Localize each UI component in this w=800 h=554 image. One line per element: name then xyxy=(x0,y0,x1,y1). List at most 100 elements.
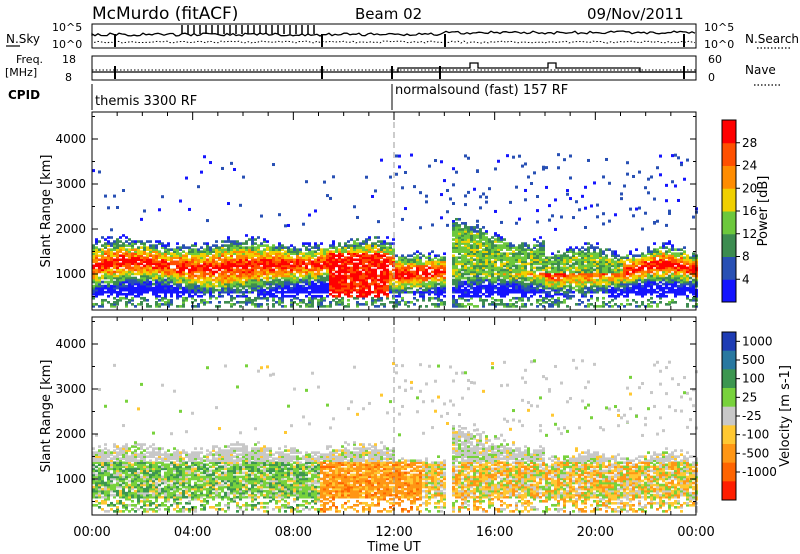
heatmap-cell xyxy=(626,258,629,262)
heatmap-cell xyxy=(626,303,629,306)
heatmap-cell xyxy=(239,284,242,288)
heatmap-cell xyxy=(212,294,215,298)
heatmap-cell xyxy=(251,303,254,306)
heatmap-cell xyxy=(665,260,668,264)
heatmap-cell xyxy=(506,276,509,280)
heatmap-cell xyxy=(317,256,320,260)
heatmap-cell xyxy=(584,282,587,286)
heatmap-cell xyxy=(566,296,569,300)
heatmap-cell xyxy=(170,262,173,266)
heatmap-cell xyxy=(314,258,317,262)
heatmap-cell xyxy=(338,282,341,286)
heatmap-cell xyxy=(311,268,314,272)
heatmap-cell xyxy=(566,280,569,284)
heatmap-cell xyxy=(296,258,299,262)
heatmap-cell xyxy=(500,288,503,292)
heatmap-cell xyxy=(503,303,506,306)
heatmap-cell xyxy=(554,258,557,262)
heatmap-cell xyxy=(164,290,167,294)
heatmap-cell xyxy=(548,258,551,262)
heatmap-cell xyxy=(638,286,641,290)
heatmap-cell xyxy=(272,286,275,290)
heatmap-cell xyxy=(527,282,530,286)
heatmap-cell xyxy=(533,290,536,294)
heatmap-cell xyxy=(134,290,137,294)
heatmap-cell xyxy=(506,268,509,272)
heatmap-cell xyxy=(674,284,677,288)
heatmap-cell xyxy=(536,256,539,260)
heatmap-cell xyxy=(488,238,491,241)
heatmap-cell xyxy=(353,282,356,286)
heatmap-cell xyxy=(398,294,401,298)
heatmap-cell xyxy=(590,290,593,294)
heatmap-cell xyxy=(635,264,638,268)
heatmap-cell xyxy=(497,276,500,280)
heatmap-cell xyxy=(296,268,299,272)
heatmap-cell xyxy=(377,292,380,296)
heatmap-cell xyxy=(614,282,617,286)
heatmap-cell xyxy=(467,244,470,247)
heatmap-cell xyxy=(479,244,482,247)
heatmap-cell xyxy=(524,256,527,260)
heatmap-cell xyxy=(92,270,95,274)
heatmap-cell xyxy=(113,288,116,292)
heatmap-cell xyxy=(395,280,398,284)
heatmap-cell xyxy=(338,292,341,296)
heatmap-cell xyxy=(632,282,635,286)
heatmap-cell xyxy=(311,280,314,284)
heatmap-cell xyxy=(662,264,665,268)
heatmap-cell xyxy=(272,274,275,278)
heatmap-cell xyxy=(653,272,656,276)
heatmap-cell xyxy=(461,280,464,284)
heatmap-cell xyxy=(443,262,446,266)
heatmap-cell xyxy=(530,248,533,251)
heatmap-cell xyxy=(362,288,365,292)
heatmap-cell xyxy=(170,252,173,256)
heatmap-cell xyxy=(557,166,560,170)
heatmap-cell xyxy=(155,280,158,284)
heatmap-cell xyxy=(593,252,596,256)
heatmap-cell xyxy=(149,254,152,258)
heatmap-cell xyxy=(113,305,116,308)
heatmap-cell xyxy=(257,296,260,300)
heatmap-cell xyxy=(542,278,545,282)
heatmap-cell xyxy=(671,280,674,284)
heatmap-cell xyxy=(92,246,95,249)
heatmap-cell xyxy=(506,262,509,266)
heatmap-cell xyxy=(491,236,494,239)
heatmap-cell xyxy=(452,248,455,251)
heatmap-cell xyxy=(206,254,209,258)
heatmap-cell xyxy=(587,250,590,253)
heatmap-cell xyxy=(182,274,185,278)
heatmap-cell xyxy=(143,268,146,272)
heatmap-cell xyxy=(308,260,311,264)
heatmap-cell xyxy=(254,288,257,292)
heatmap-cell xyxy=(398,256,401,260)
heatmap-cell xyxy=(644,286,647,290)
heatmap-cell xyxy=(266,248,269,251)
heatmap-cell xyxy=(251,288,254,292)
heatmap-cell xyxy=(539,298,542,302)
heatmap-cell xyxy=(455,244,458,247)
heatmap-cell xyxy=(173,252,176,256)
heatmap-cell xyxy=(110,252,113,256)
heatmap-cell xyxy=(104,272,107,276)
heatmap-cell xyxy=(383,272,386,276)
heatmap-cell xyxy=(335,301,338,304)
heatmap-cell xyxy=(512,270,515,274)
heatmap-cell xyxy=(227,252,230,256)
heatmap-cell xyxy=(485,195,488,199)
heatmap-cell xyxy=(434,296,437,300)
heatmap-cell xyxy=(101,274,104,278)
heatmap-cell xyxy=(116,258,119,262)
heatmap-cell xyxy=(611,292,614,296)
heatmap-cell xyxy=(470,303,473,306)
heatmap-cell xyxy=(491,260,494,264)
heatmap-cell xyxy=(491,288,494,292)
heatmap-cell xyxy=(479,242,482,245)
heatmap-cell xyxy=(296,260,299,264)
heatmap-cell xyxy=(137,254,140,258)
heatmap-cell xyxy=(647,298,650,302)
heatmap-cell xyxy=(209,252,212,256)
heatmap-cell xyxy=(314,264,317,268)
